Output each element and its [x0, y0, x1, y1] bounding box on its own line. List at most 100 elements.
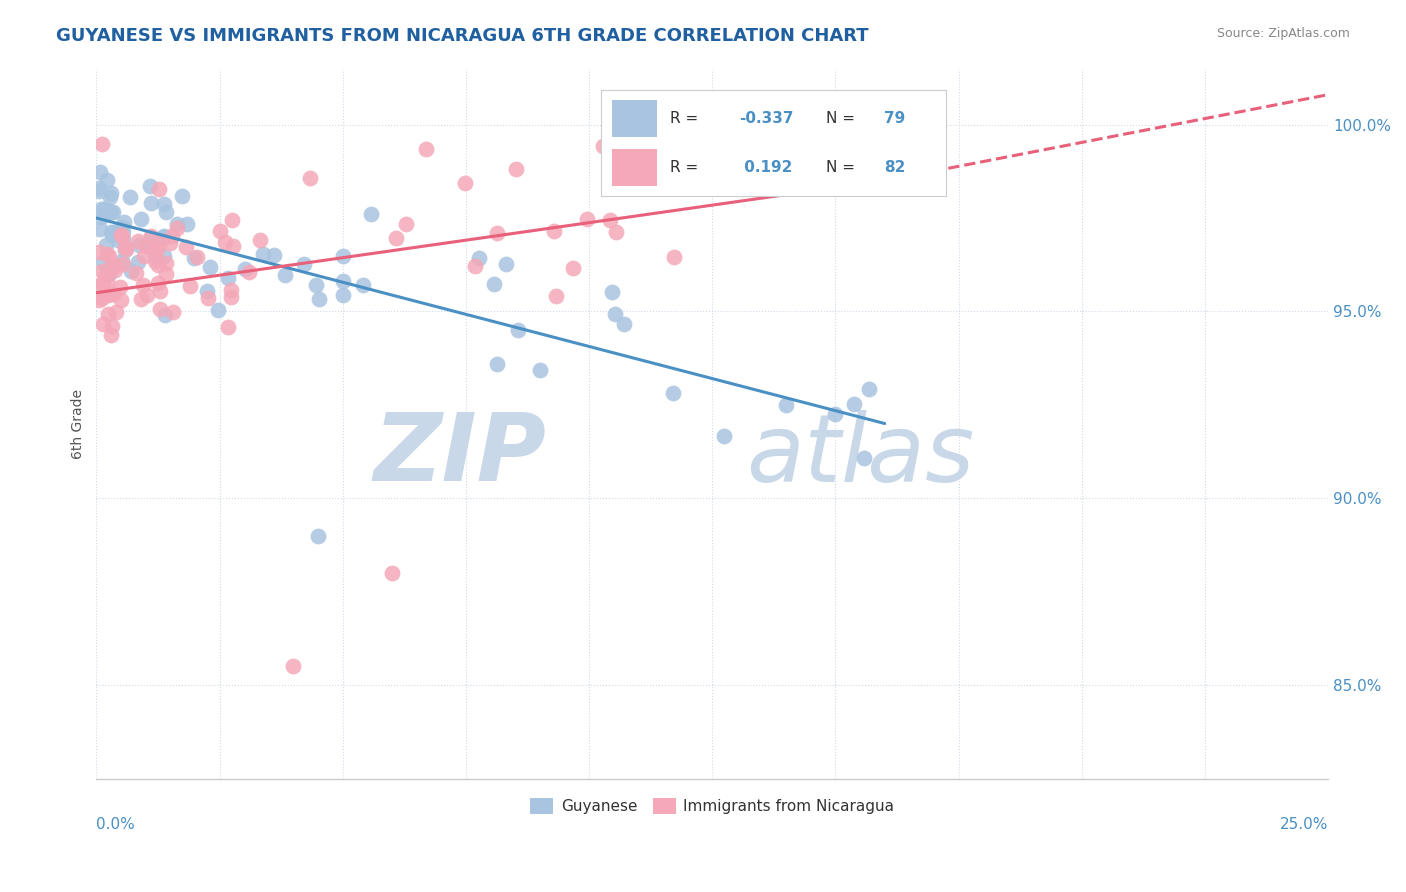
Point [166, 221, 188, 235]
Point [101, 287, 124, 301]
Point [207, 302, 229, 317]
Point [108, 280, 131, 294]
Point [141, 228, 163, 243]
Point [127, 255, 149, 269]
Point [664, 250, 686, 264]
Point [613, 317, 636, 331]
Point [249, 233, 271, 247]
Point [219, 290, 242, 304]
Point [543, 224, 565, 238]
Point [186, 250, 208, 264]
Point [120, 264, 142, 278]
Point [842, 397, 865, 411]
Point [159, 235, 181, 250]
Point [529, 363, 551, 377]
Point [263, 248, 285, 262]
Point [91, 277, 114, 291]
Point [495, 257, 517, 271]
Point [110, 293, 132, 307]
Point [222, 239, 245, 253]
Point [381, 566, 404, 580]
Point [97, 204, 120, 219]
Point [824, 407, 846, 421]
Point [120, 190, 142, 204]
Point [152, 229, 174, 244]
Point [91, 291, 114, 305]
Point [544, 289, 567, 303]
Point [149, 301, 172, 316]
Point [143, 254, 166, 268]
Point [111, 228, 134, 243]
Point [605, 225, 627, 239]
Point [713, 429, 735, 443]
Point [90, 136, 112, 151]
Point [394, 217, 416, 231]
Point [103, 258, 125, 272]
Y-axis label: 6th Grade: 6th Grade [72, 389, 86, 458]
Point [149, 284, 172, 298]
Point [94, 268, 117, 283]
Legend: Guyanese, Immigrants from Nicaragua: Guyanese, Immigrants from Nicaragua [524, 792, 900, 821]
Text: Source: ZipAtlas.com: Source: ZipAtlas.com [1216, 27, 1350, 40]
Point [87, 181, 110, 195]
Point [292, 257, 315, 271]
Point [198, 260, 221, 275]
Point [308, 292, 330, 306]
Point [307, 528, 329, 542]
Point [468, 251, 491, 265]
Point [146, 243, 169, 257]
Point [148, 258, 170, 272]
Point [238, 265, 260, 279]
Point [87, 293, 110, 307]
Point [183, 251, 205, 265]
Point [217, 271, 239, 285]
Point [101, 204, 124, 219]
Point [101, 260, 124, 274]
Point [385, 231, 408, 245]
Point [100, 328, 122, 343]
Point [155, 256, 177, 270]
Text: atlas: atlas [747, 410, 974, 501]
Point [360, 207, 382, 221]
Point [217, 320, 239, 334]
Point [138, 179, 160, 194]
Point [153, 197, 176, 211]
Point [155, 267, 177, 281]
Point [91, 255, 114, 269]
Point [112, 225, 135, 239]
Point [97, 287, 120, 301]
Point [114, 240, 136, 254]
Point [464, 259, 486, 273]
Point [96, 173, 118, 187]
Point [96, 246, 118, 260]
Point [274, 268, 297, 282]
Point [155, 205, 177, 219]
Point [219, 283, 242, 297]
Point [332, 274, 354, 288]
Text: GUYANESE VS IMMIGRANTS FROM NICARAGUA 6TH GRADE CORRELATION CHART: GUYANESE VS IMMIGRANTS FROM NICARAGUA 6T… [56, 27, 869, 45]
Point [179, 278, 201, 293]
Point [94, 237, 117, 252]
Point [415, 142, 437, 156]
Point [143, 247, 166, 261]
Text: 0.0%: 0.0% [97, 817, 135, 832]
Point [298, 170, 321, 185]
Point [209, 224, 232, 238]
Point [89, 165, 111, 179]
Point [332, 248, 354, 262]
Point [141, 231, 163, 245]
Point [561, 261, 583, 276]
Point [506, 323, 529, 337]
Point [599, 212, 621, 227]
Point [197, 291, 219, 305]
Point [135, 239, 157, 253]
Point [96, 274, 118, 288]
Point [97, 267, 120, 281]
Point [87, 278, 110, 293]
Point [775, 398, 797, 412]
Point [214, 235, 236, 249]
Point [233, 262, 256, 277]
Point [90, 202, 112, 217]
Point [107, 233, 129, 247]
Point [93, 317, 115, 331]
